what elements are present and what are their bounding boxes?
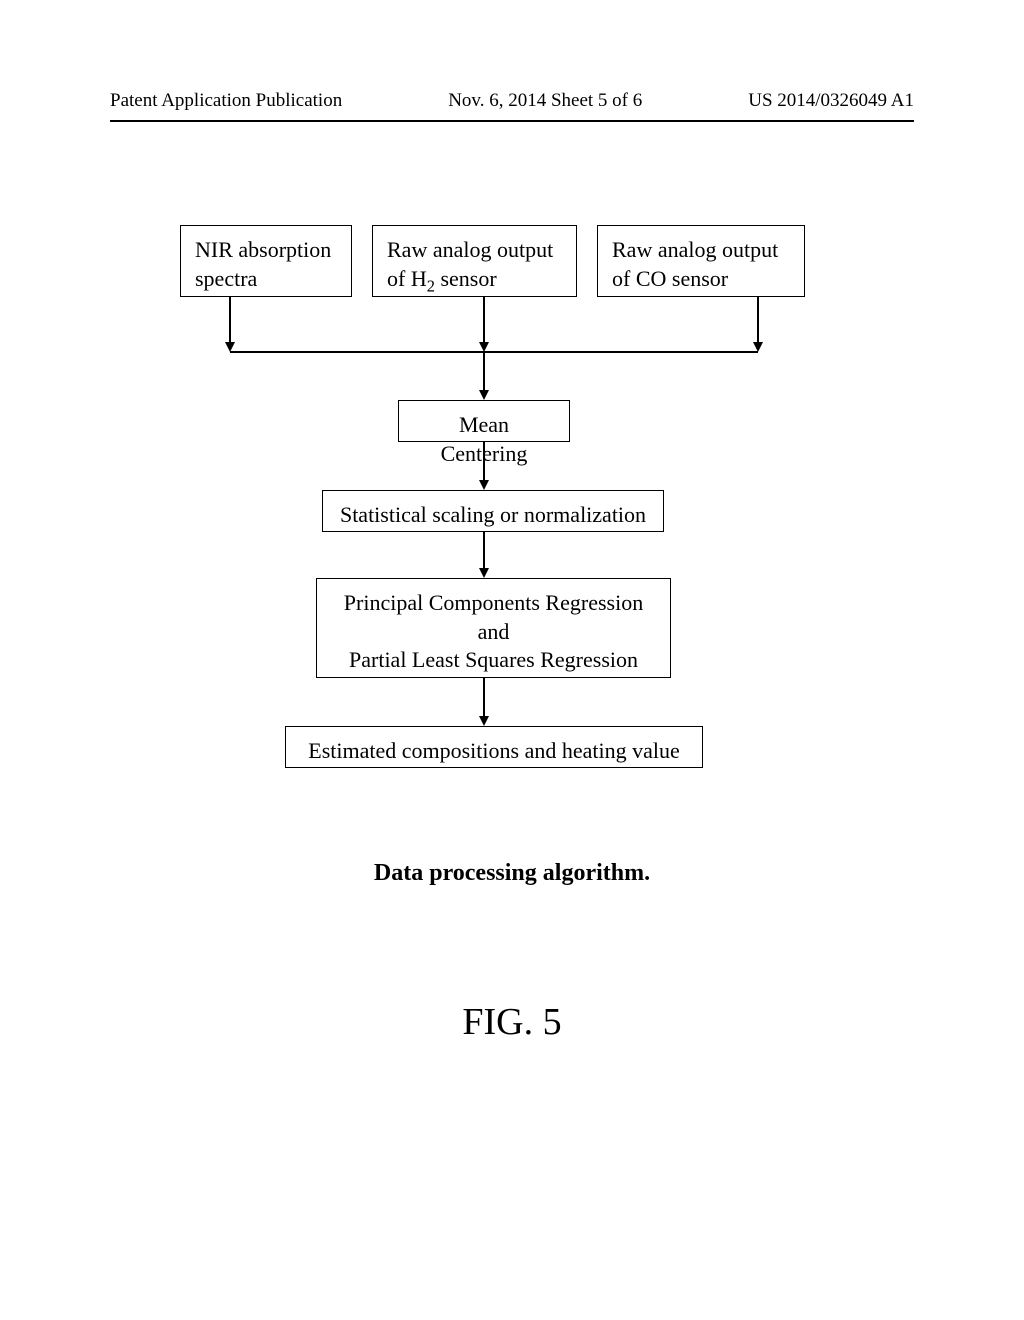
arrow-head-icon [479,568,489,578]
header-left: Patent Application Publication [110,90,342,112]
flow-node-pcr: Principal Components RegressionandPartia… [316,578,671,678]
flow-edge [230,351,758,353]
diagram-caption: Data processing algorithm. [0,860,1024,887]
flow-node-mean: Mean Centering [398,400,570,442]
header-right: US 2014/0326049 A1 [748,90,914,112]
header-rule [110,120,914,122]
flow-node-co: Raw analog outputof CO sensor [597,225,805,297]
flow-node-scale: Statistical scaling or normalization [322,490,664,532]
arrow-head-icon [479,716,489,726]
flow-node-h2: Raw analog outputof H2 sensor [372,225,577,297]
figure-label: FIG. 5 [0,1000,1024,1044]
flow-edge [229,297,231,342]
flow-node-est: Estimated compositions and heating value [285,726,703,768]
flow-edge [483,352,485,390]
page-header: Patent Application Publication Nov. 6, 2… [0,90,1024,112]
flow-node-nir: NIR absorptionspectra [180,225,352,297]
flow-edge [483,678,485,716]
flow-edge [483,442,485,480]
flow-edge [757,297,759,342]
flow-edge [483,532,485,568]
flow-edge [483,297,485,342]
header-center: Nov. 6, 2014 Sheet 5 of 6 [448,90,642,112]
arrow-head-icon [479,480,489,490]
arrow-head-icon [479,390,489,400]
